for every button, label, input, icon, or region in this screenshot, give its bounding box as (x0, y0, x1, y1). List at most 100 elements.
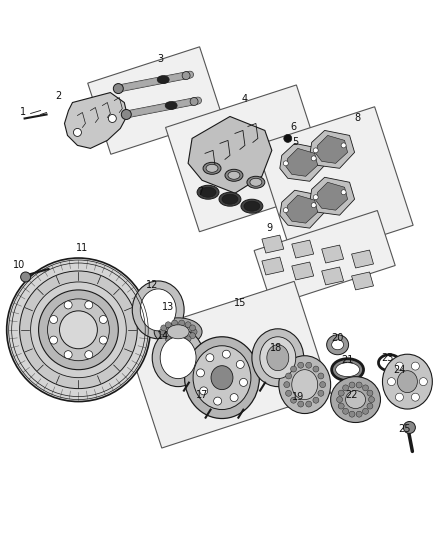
Polygon shape (321, 245, 343, 263)
Circle shape (343, 408, 349, 414)
Circle shape (161, 325, 167, 331)
Circle shape (85, 351, 93, 359)
Circle shape (290, 397, 297, 403)
Ellipse shape (152, 329, 204, 386)
Text: 7: 7 (197, 187, 203, 197)
Ellipse shape (206, 164, 218, 172)
Ellipse shape (203, 163, 221, 174)
Circle shape (64, 301, 72, 309)
Circle shape (85, 301, 93, 309)
Polygon shape (166, 85, 330, 232)
Circle shape (338, 403, 344, 409)
Circle shape (190, 98, 198, 106)
Circle shape (190, 325, 195, 331)
Circle shape (159, 329, 165, 335)
Text: 8: 8 (354, 114, 360, 124)
Ellipse shape (132, 281, 184, 339)
Circle shape (396, 362, 403, 370)
Ellipse shape (382, 354, 432, 409)
Ellipse shape (165, 101, 177, 109)
Text: 4: 4 (242, 93, 248, 103)
Circle shape (179, 337, 185, 344)
Circle shape (108, 115, 117, 123)
Circle shape (182, 71, 190, 79)
Polygon shape (286, 148, 318, 176)
Circle shape (318, 390, 324, 396)
Circle shape (165, 322, 171, 328)
Ellipse shape (332, 340, 343, 350)
Circle shape (214, 397, 222, 405)
Polygon shape (254, 211, 395, 305)
Circle shape (313, 148, 318, 153)
Circle shape (172, 320, 177, 326)
Circle shape (298, 401, 304, 407)
Text: 22: 22 (345, 390, 358, 400)
Ellipse shape (60, 311, 97, 349)
Ellipse shape (184, 337, 259, 418)
Text: 2: 2 (55, 91, 62, 101)
Polygon shape (262, 257, 284, 275)
Text: 11: 11 (76, 243, 88, 253)
Text: 23: 23 (381, 353, 394, 363)
Ellipse shape (336, 362, 360, 377)
Ellipse shape (157, 76, 169, 84)
Circle shape (313, 195, 318, 200)
Circle shape (240, 378, 247, 386)
Ellipse shape (225, 169, 243, 181)
Ellipse shape (292, 370, 318, 400)
Ellipse shape (140, 289, 176, 331)
Circle shape (338, 390, 344, 396)
Circle shape (356, 411, 362, 417)
Circle shape (99, 336, 107, 344)
Circle shape (349, 382, 355, 388)
Polygon shape (88, 47, 223, 154)
Circle shape (411, 393, 419, 401)
Circle shape (419, 378, 427, 385)
Text: 10: 10 (13, 260, 25, 270)
Polygon shape (262, 235, 284, 253)
Text: 17: 17 (196, 390, 208, 400)
Circle shape (306, 401, 312, 407)
Text: 1: 1 (20, 108, 26, 117)
Polygon shape (316, 135, 348, 163)
Circle shape (284, 382, 290, 387)
Polygon shape (125, 281, 331, 448)
Text: 21: 21 (341, 354, 354, 365)
Circle shape (200, 387, 208, 395)
Ellipse shape (31, 282, 126, 378)
Circle shape (290, 366, 297, 372)
Text: 9: 9 (267, 223, 273, 233)
Text: 24: 24 (393, 365, 406, 375)
Circle shape (49, 336, 57, 344)
Ellipse shape (48, 299, 110, 361)
Circle shape (283, 208, 288, 213)
Circle shape (197, 369, 205, 377)
Ellipse shape (247, 176, 265, 188)
Text: 13: 13 (162, 302, 174, 312)
Circle shape (403, 422, 415, 433)
Polygon shape (188, 117, 272, 193)
Polygon shape (316, 182, 348, 210)
Circle shape (341, 143, 346, 148)
Ellipse shape (160, 337, 196, 378)
Circle shape (49, 316, 57, 324)
Ellipse shape (346, 391, 366, 409)
Circle shape (121, 109, 131, 119)
Circle shape (236, 360, 244, 368)
Circle shape (367, 390, 373, 396)
Text: 25: 25 (398, 424, 411, 434)
Circle shape (368, 397, 374, 402)
Polygon shape (256, 107, 413, 264)
Circle shape (185, 336, 191, 342)
Text: 3: 3 (157, 54, 163, 63)
Text: 6: 6 (291, 123, 297, 132)
Ellipse shape (244, 201, 260, 211)
Ellipse shape (331, 377, 381, 423)
Circle shape (396, 393, 403, 401)
Circle shape (318, 373, 324, 379)
Ellipse shape (197, 185, 219, 199)
Polygon shape (292, 262, 314, 280)
Text: 14: 14 (157, 331, 170, 341)
Text: 18: 18 (270, 343, 282, 353)
Ellipse shape (211, 366, 233, 390)
